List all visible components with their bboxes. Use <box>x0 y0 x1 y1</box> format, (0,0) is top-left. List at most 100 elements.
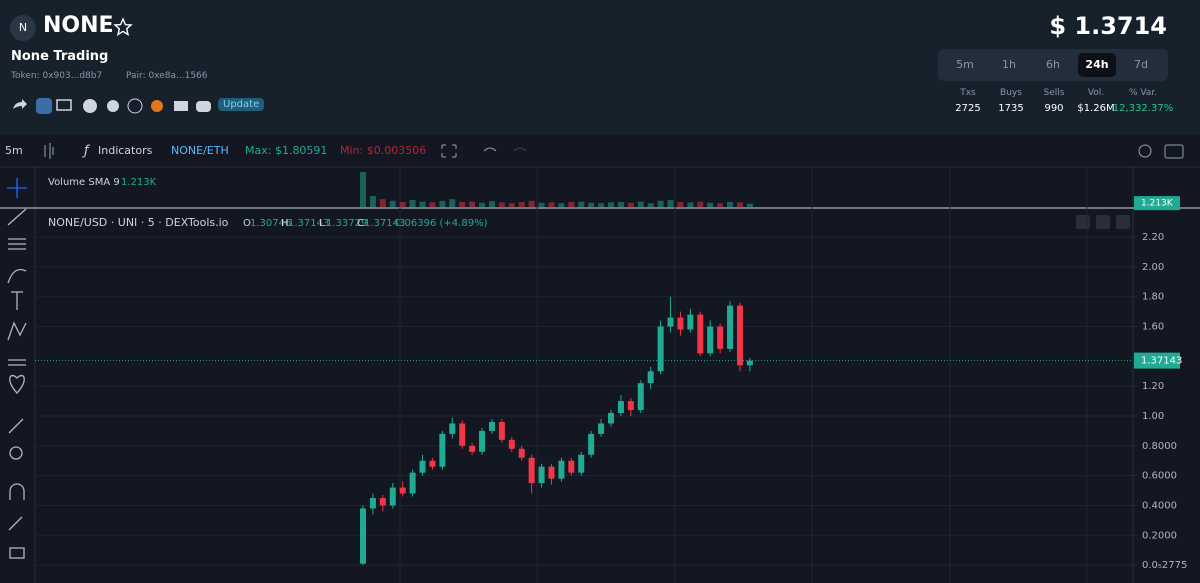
candle-body <box>746 360 753 366</box>
ohlc-key: O <box>243 218 251 229</box>
candle-body <box>598 423 605 434</box>
timeframe-tab[interactable]: 6h <box>1046 58 1060 71</box>
header: N NONE None Trading Token: 0x903...d8b7 … <box>0 0 1200 135</box>
candle-body <box>459 423 466 446</box>
candle-body <box>647 371 654 384</box>
token-name: NONE <box>43 13 114 38</box>
pair-address[interactable]: Pair: 0xe8a...1566 <box>126 71 208 81</box>
chart: 5m ƒ Indicators NONE/ETH Max: $1.80591 M… <box>0 135 1200 583</box>
volume-bar <box>707 202 714 208</box>
volume-sma-tag <box>1134 196 1180 211</box>
candle-body <box>548 466 555 479</box>
volume-bar <box>647 203 654 208</box>
y-tick-label: 2.00 <box>1142 262 1164 273</box>
stat-label: Buys <box>1000 88 1022 98</box>
indicators[interactable]: Indicators <box>98 144 153 157</box>
candle-body <box>429 460 436 467</box>
volume-bar <box>568 202 575 208</box>
stat-label: Sells <box>1043 88 1065 98</box>
ohlc-value: 1.37143 <box>288 218 329 229</box>
candle-body <box>469 445 476 452</box>
y-tick-label: 1.20 <box>1142 381 1164 392</box>
volume-sma: 1.213K <box>121 177 157 188</box>
candle-body <box>369 498 376 509</box>
candle-body <box>637 383 644 411</box>
y-tick-label: 0.2000 <box>1142 530 1177 541</box>
candle-body <box>498 421 505 440</box>
candle-body <box>360 508 366 564</box>
ohlc-value: 1.37143 <box>364 218 405 229</box>
volume-bar <box>697 201 704 208</box>
pane-buttons <box>1076 215 1130 229</box>
volume-bar <box>588 202 595 208</box>
stat-value: $1.26M <box>1077 103 1115 114</box>
candle-body <box>687 314 694 330</box>
volume-bar <box>419 201 426 208</box>
timeframe-tab[interactable]: 24h <box>1078 53 1116 77</box>
y-tick-label: 0.8000 <box>1142 441 1177 452</box>
y-tick-label: 0.6000 <box>1142 471 1177 482</box>
token-subtitle: None Trading <box>11 49 109 64</box>
volume-bar <box>399 202 406 208</box>
last-price-tag <box>1134 352 1180 369</box>
volume-bar <box>736 202 743 208</box>
candle-body <box>697 314 704 354</box>
volume-bar <box>449 199 456 208</box>
candle-body <box>677 317 684 330</box>
timeframe-tab[interactable]: 5m <box>956 58 974 71</box>
candle-body <box>389 487 396 506</box>
y-tick-label: 1.60 <box>1142 322 1164 333</box>
token-avatar: N <box>10 15 36 41</box>
token-address[interactable]: Token: 0x903...d8b7 <box>11 71 103 81</box>
y-tick-label: 0.0₅2775 <box>1142 560 1187 571</box>
pair-switch[interactable]: NONE/ETH <box>171 144 229 157</box>
volume-bar <box>429 202 436 208</box>
volume-bar <box>548 202 555 208</box>
timeframe-tab[interactable]: 1h <box>1002 58 1016 71</box>
volume-sma-label: 1.213K <box>1141 199 1174 209</box>
candle-body <box>508 439 515 449</box>
volume-bar <box>360 172 366 208</box>
candle-body <box>488 421 495 431</box>
stat-value: 2725 <box>955 103 981 114</box>
volume-bar <box>518 202 525 208</box>
y-tick-label: 2.20 <box>1142 232 1164 243</box>
stat-value: 1735 <box>998 103 1024 114</box>
candle-body <box>409 472 416 494</box>
volume-bar <box>717 203 724 208</box>
stat-value: 990 <box>1044 103 1064 114</box>
candle-body <box>736 305 743 366</box>
stats: Txs 2725 Buys 1735 Sells 990 Vol. $1.26M % Var. 1… <box>950 88 1180 118</box>
ohlc-value: 1.30746 <box>250 218 291 229</box>
candle-body <box>399 487 406 494</box>
candle-body <box>518 448 525 458</box>
volume-bar <box>469 201 476 208</box>
change: 0.06396 (+4.89%) <box>395 218 488 229</box>
volume-bar <box>498 202 505 208</box>
volume-bar <box>578 201 585 208</box>
candle-body <box>558 460 565 479</box>
volume-bar <box>558 203 565 208</box>
interval[interactable]: 5m <box>5 144 23 157</box>
grid <box>35 167 1133 583</box>
stat-label: % Var. <box>1128 88 1158 98</box>
candle-body <box>657 326 664 372</box>
chart-toolbar <box>0 135 1200 167</box>
y-tick-label: 1.00 <box>1142 411 1164 422</box>
timeframe-tab[interactable]: 7d <box>1134 58 1148 71</box>
candle-body <box>379 498 386 506</box>
volume-bar <box>727 202 734 208</box>
drawing-tools <box>7 178 27 559</box>
favorite-star[interactable] <box>113 17 133 37</box>
volume-bar <box>637 201 644 208</box>
volume-bar <box>627 202 634 208</box>
volume-bar <box>379 199 386 208</box>
volume-title: Volume SMA 9 <box>48 177 120 188</box>
min-price: Min: $0.003506 <box>340 144 426 157</box>
ohlc-value: 1.33729 <box>326 218 367 229</box>
candle-body <box>617 401 624 414</box>
update-button[interactable]: Update <box>218 98 265 111</box>
candle-body <box>538 466 545 484</box>
volume-bar <box>439 200 446 208</box>
volume-bar <box>479 202 486 208</box>
